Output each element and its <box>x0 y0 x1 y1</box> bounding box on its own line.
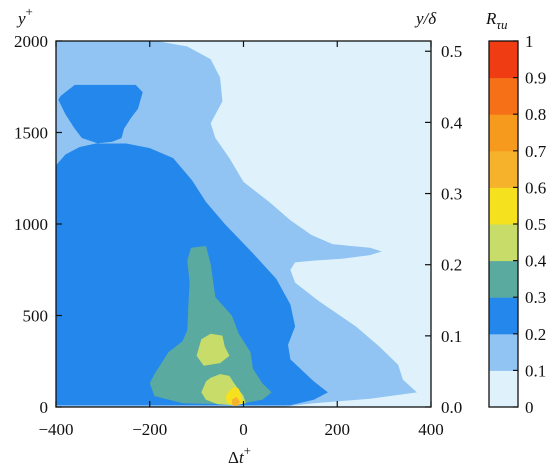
colorbar-tick-label: 0.3 <box>525 288 546 307</box>
x-axis-label-sup: + <box>244 443 251 458</box>
colorbar-band <box>489 224 518 262</box>
colorbar-band <box>489 370 518 408</box>
colorbar-band <box>489 187 518 225</box>
right-tick-label: 0.3 <box>441 185 462 204</box>
colorbar-band <box>489 41 518 79</box>
right-axis-label: y/δ <box>414 9 437 28</box>
y-tick-label: 500 <box>23 307 49 326</box>
right-tick-label: 0.0 <box>441 398 462 417</box>
colorbar-band <box>489 333 518 371</box>
axes: −400 −200 0 200 400 0 500 1000 1500 2000 0.0 0.1 0.2… <box>14 32 463 439</box>
x-tick-label: 400 <box>418 420 444 439</box>
colorbar-tick-label: 0.6 <box>525 178 546 197</box>
colorbar-band <box>489 114 518 152</box>
colorbar-tick-label: 0.5 <box>525 215 546 234</box>
colorbar-band <box>489 260 518 298</box>
colorbar-tick-label: 0.4 <box>525 252 547 271</box>
colorbar-tick-label: 0.2 <box>525 325 546 344</box>
y-tick-label: 1500 <box>14 124 48 143</box>
colorbar-band <box>489 297 518 335</box>
x-axis-label-var: t <box>239 448 245 467</box>
colorbar: 0 0.1 0.2 0.3 0.4 0.5 0.6 0.7 0.8 0.9 1 <box>488 32 547 417</box>
contour-region-0-3-2 <box>149 246 272 405</box>
colorbar-tick-label: 0.9 <box>525 69 546 88</box>
y-tick-label: 0 <box>40 398 49 417</box>
x-tick-label: −200 <box>132 420 167 439</box>
x-axis-label-main: Δ <box>228 448 239 467</box>
colorbar-band <box>489 150 518 188</box>
contour-region-0-2-1 <box>56 84 328 406</box>
x-tick-label: 0 <box>239 420 248 439</box>
x-tick-label: 200 <box>325 420 351 439</box>
y-axis-label-sup: + <box>26 4 33 19</box>
colorbar-tick-label: 0.8 <box>525 105 546 124</box>
colorbar-tick-label: 1 <box>525 32 534 51</box>
plot-area <box>56 41 431 407</box>
right-tick-label: 0.1 <box>441 327 462 346</box>
colorbar-tick-label: 0 <box>525 398 534 417</box>
y-tick-label: 1000 <box>14 215 48 234</box>
colorbar-label-sub: τu <box>496 17 508 32</box>
colorbar-tick-label: 0.7 <box>525 142 547 161</box>
right-tick-label: 0.5 <box>441 42 462 61</box>
colorbar-band <box>489 77 518 115</box>
y-axis-label: y+ <box>16 4 33 28</box>
colorbar-label: Rτu <box>485 9 508 32</box>
right-tick-label: 0.4 <box>441 113 463 132</box>
x-tick-label: −400 <box>38 420 73 439</box>
y-tick-label: 2000 <box>14 32 48 51</box>
contour-region-0-6-6 <box>231 396 240 407</box>
right-tick-label: 0.2 <box>441 256 462 275</box>
x-axis-label: Δt+ <box>228 443 251 467</box>
colorbar-tick-label: 0.1 <box>525 361 546 380</box>
contour-region-0-4-3 <box>196 333 230 366</box>
